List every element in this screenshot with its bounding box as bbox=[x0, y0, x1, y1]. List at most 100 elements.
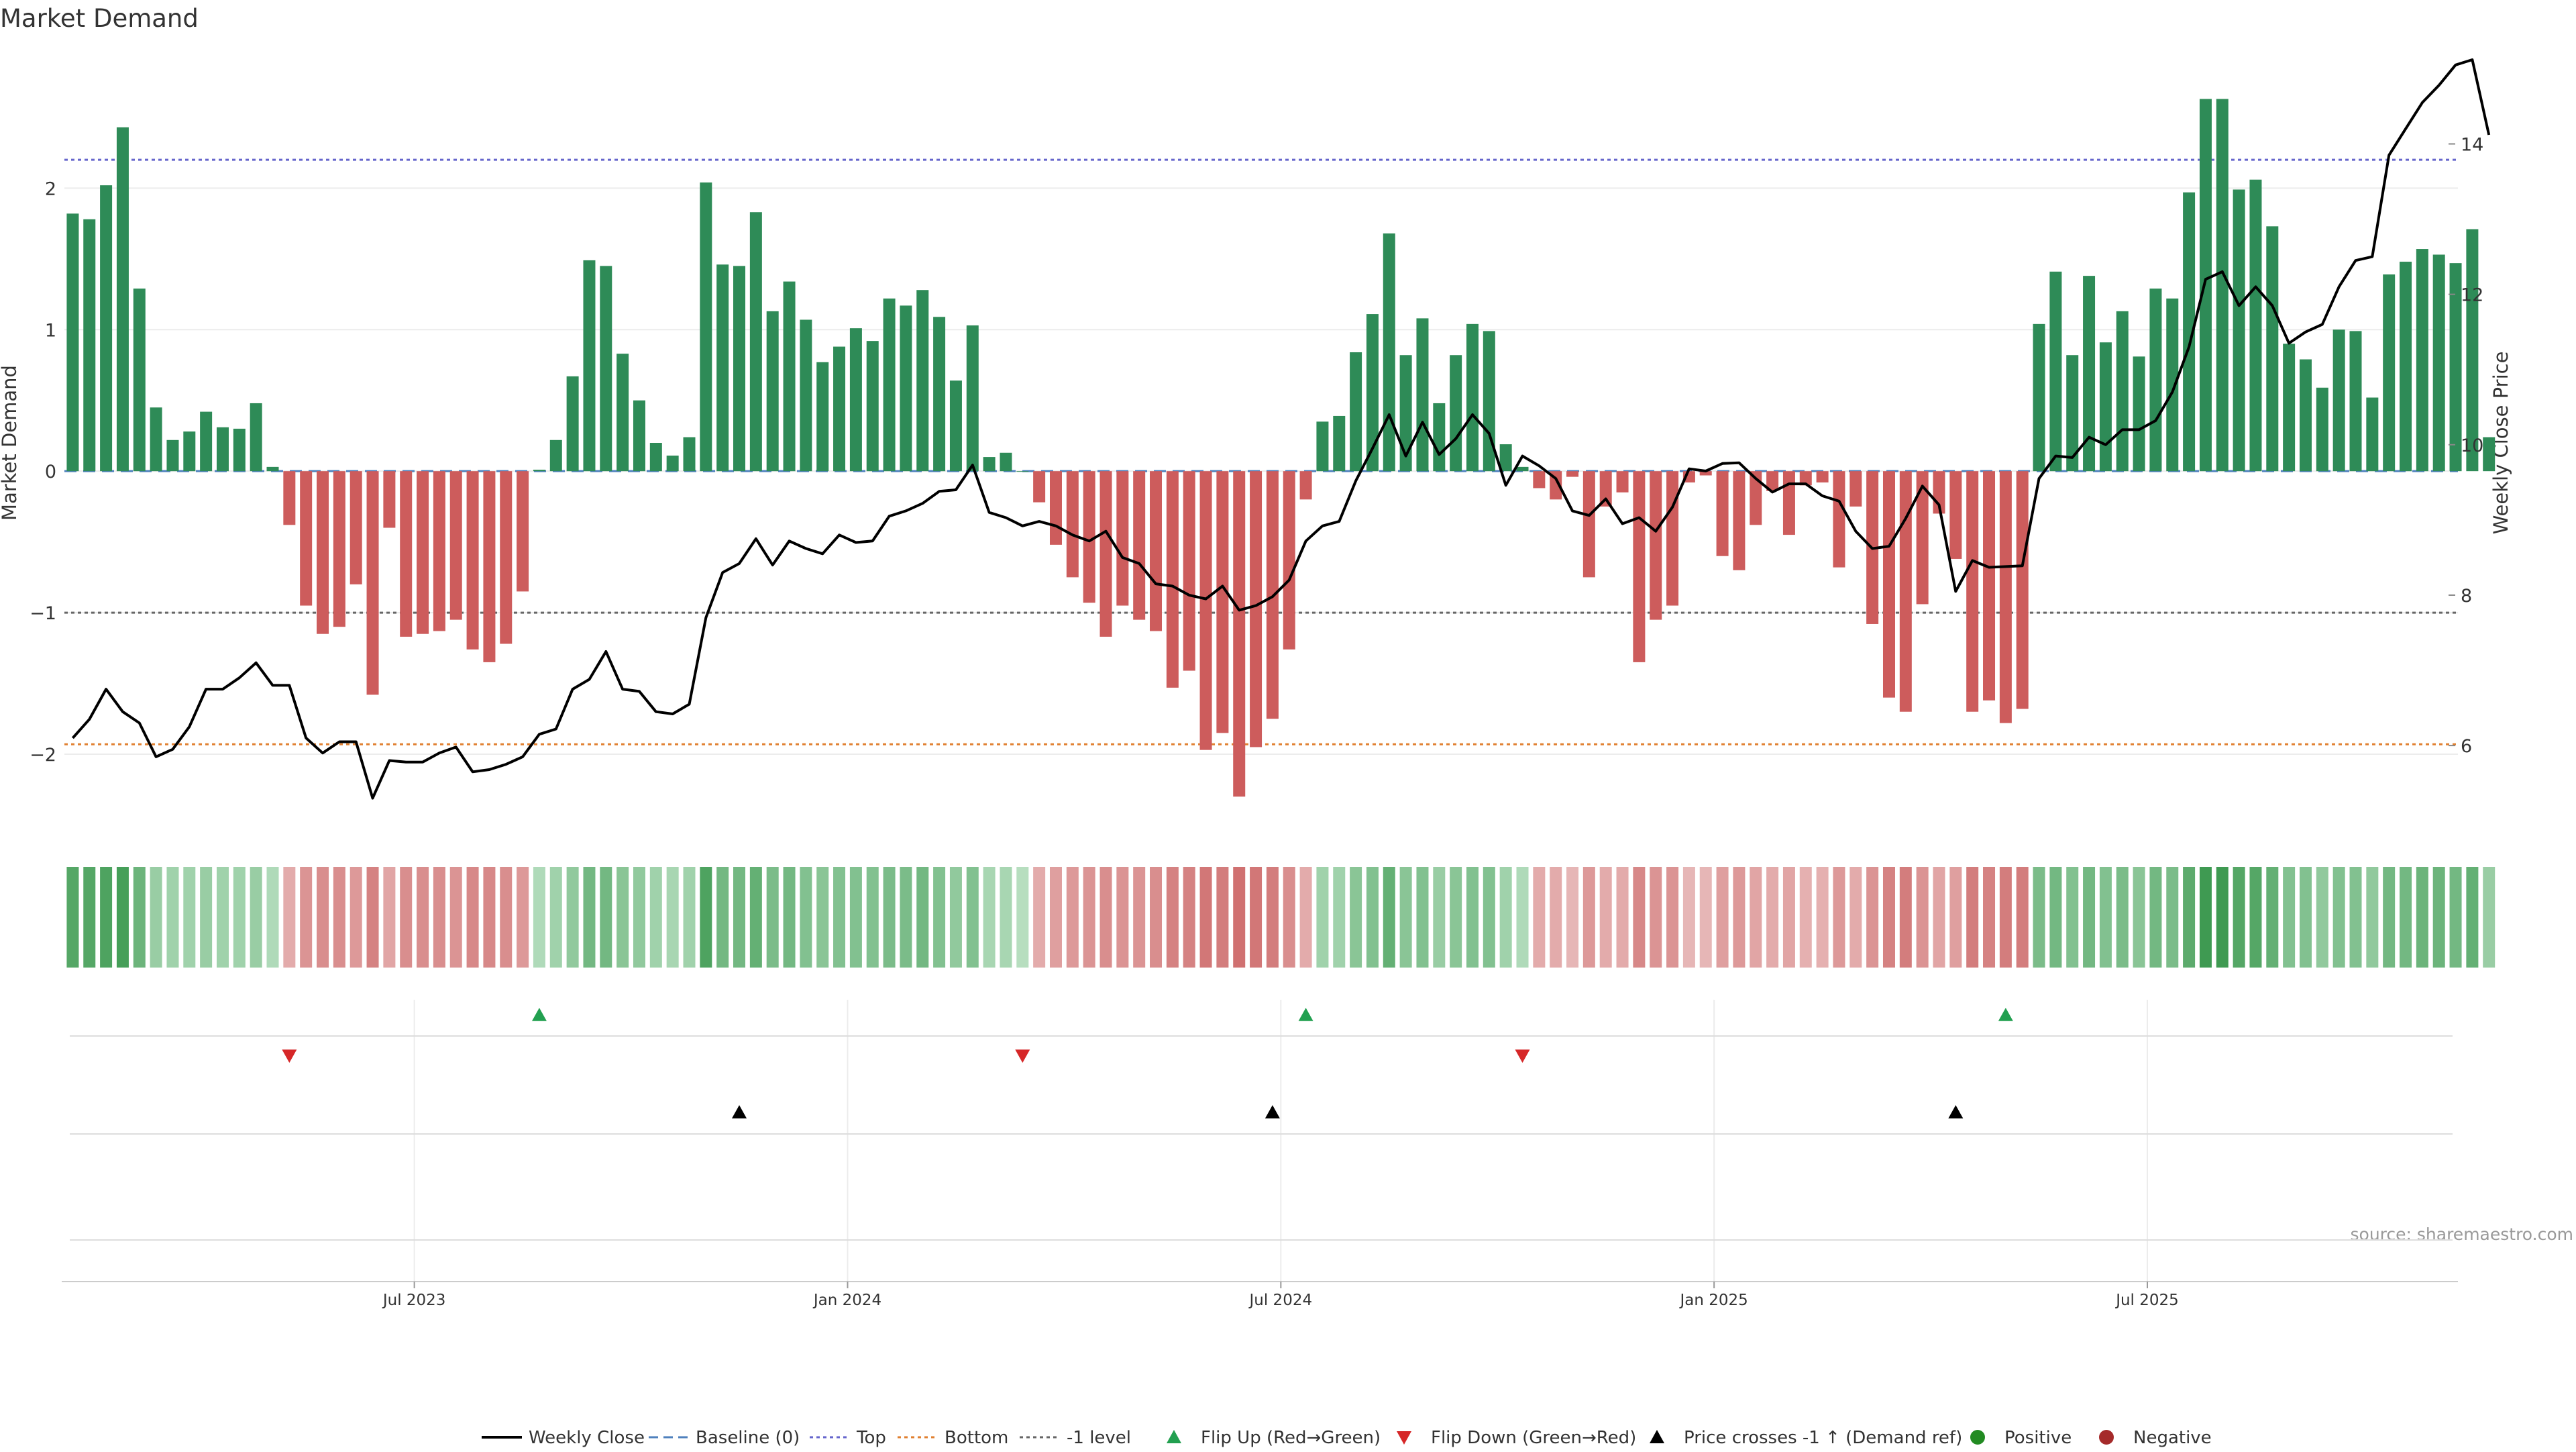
flip-up-marker bbox=[531, 1008, 547, 1021]
demand-bar bbox=[949, 380, 962, 472]
demand-bar bbox=[1466, 323, 1479, 472]
demand-heat-cell bbox=[2283, 867, 2296, 968]
demand-bar bbox=[566, 376, 579, 472]
demand-bar bbox=[383, 471, 396, 528]
demand-heat-cell bbox=[1849, 867, 1862, 968]
demand-heat-cell bbox=[183, 867, 196, 968]
demand-bar bbox=[2283, 344, 2296, 472]
demand-heat-cell bbox=[333, 867, 345, 968]
demand-heat-cell bbox=[1733, 867, 1746, 968]
demand-bar bbox=[1650, 471, 1662, 620]
demand-heat-cell bbox=[466, 867, 479, 968]
demand-heat-cell bbox=[1599, 867, 1612, 968]
legend-label: Positive bbox=[2004, 1428, 2072, 1448]
demand-heat-cell bbox=[1083, 867, 1095, 968]
demand-heat-cell bbox=[1216, 867, 1229, 968]
demand-bar bbox=[1499, 444, 1512, 472]
demand-heat-cell bbox=[1483, 867, 1495, 968]
y2-tick-label: 12 bbox=[2461, 285, 2483, 306]
demand-heat-cell bbox=[2266, 867, 2279, 968]
y-tick-label: 2 bbox=[45, 178, 56, 199]
demand-bar bbox=[1166, 471, 1179, 688]
demand-heat-cell bbox=[1350, 867, 1362, 968]
demand-heat-cell bbox=[366, 867, 379, 968]
x-tick-label: Jan 2024 bbox=[812, 1292, 881, 1309]
demand-bar bbox=[1766, 471, 1779, 491]
demand-bar bbox=[916, 290, 929, 472]
demand-bar bbox=[1816, 471, 1829, 483]
price-cross-marker bbox=[1265, 1105, 1280, 1119]
demand-heat-cell bbox=[200, 867, 213, 968]
demand-bar bbox=[1616, 471, 1629, 492]
demand-bar bbox=[2016, 471, 2029, 709]
demand-heat-cell bbox=[2432, 867, 2445, 968]
demand-heat-cell bbox=[100, 867, 113, 968]
demand-heat-cell bbox=[400, 867, 413, 968]
demand-heat-cell bbox=[1799, 867, 1812, 968]
legend-label: Bottom bbox=[945, 1428, 1008, 1448]
demand-bar bbox=[2249, 179, 2262, 472]
demand-heat-cell bbox=[549, 867, 562, 968]
demand-heat-cell bbox=[1399, 867, 1412, 968]
demand-bar bbox=[1150, 471, 1163, 631]
demand-heat-cell bbox=[1250, 867, 1263, 968]
demand-bar bbox=[1366, 314, 1379, 472]
demand-heat-cell bbox=[2249, 867, 2262, 968]
demand-heat-cell bbox=[2066, 867, 2079, 968]
demand-bar bbox=[616, 354, 629, 472]
price-cross-marker bbox=[732, 1105, 747, 1119]
demand-bar bbox=[533, 470, 545, 472]
legend-swatch-price-cross bbox=[1650, 1430, 1664, 1443]
demand-heat-cell bbox=[266, 867, 279, 968]
flip-down-marker bbox=[1015, 1049, 1030, 1063]
demand-bar bbox=[1133, 471, 1146, 620]
demand-heat-cell bbox=[2383, 867, 2396, 968]
demand-bar bbox=[1316, 421, 1329, 472]
demand-heat-cell bbox=[1450, 867, 1462, 968]
flip-down-marker bbox=[282, 1049, 297, 1063]
legend-label: Baseline (0) bbox=[696, 1428, 800, 1448]
demand-bar bbox=[800, 319, 812, 472]
demand-bar bbox=[1250, 471, 1263, 747]
demand-heat-cell bbox=[633, 867, 645, 968]
demand-heat-cell bbox=[1266, 867, 1279, 968]
demand-heat-cell bbox=[1516, 867, 1529, 968]
demand-bar bbox=[1699, 471, 1712, 476]
demand-heat-cell bbox=[716, 867, 729, 968]
demand-heat-cell bbox=[2233, 867, 2245, 968]
demand-heat-cell bbox=[66, 867, 79, 968]
demand-heat-cell bbox=[317, 867, 329, 968]
demand-bar bbox=[1450, 355, 1462, 472]
demand-bar bbox=[2483, 437, 2496, 472]
demand-bar bbox=[1882, 471, 1895, 698]
demand-bar bbox=[1183, 471, 1195, 671]
demand-heat-cell bbox=[2449, 867, 2462, 968]
demand-bar bbox=[600, 266, 612, 472]
demand-bar bbox=[1299, 471, 1312, 500]
demand-heat-cell bbox=[916, 867, 929, 968]
demand-bar bbox=[1550, 471, 1562, 500]
demand-bar bbox=[483, 471, 496, 662]
demand-heat-cell bbox=[1566, 867, 1579, 968]
legend-label: Flip Down (Green→Red) bbox=[1431, 1428, 1636, 1448]
demand-bar bbox=[1066, 471, 1079, 578]
demand-bar bbox=[2349, 331, 2362, 472]
demand-bar bbox=[983, 457, 996, 472]
demand-heat-cell bbox=[2116, 867, 2129, 968]
x-tick-label: Jul 2025 bbox=[2114, 1292, 2179, 1309]
demand-bar bbox=[1916, 471, 1929, 605]
demand-heat-cell bbox=[1299, 867, 1312, 968]
y-axis-label: Market Demand bbox=[0, 365, 21, 521]
demand-heat-cell bbox=[1949, 867, 1962, 968]
demand-heat-cell bbox=[583, 867, 596, 968]
demand-heat-cell bbox=[749, 867, 762, 968]
y2-tick-label: 10 bbox=[2461, 435, 2483, 456]
demand-bar bbox=[2383, 274, 2396, 472]
demand-heat-cell bbox=[1233, 867, 1246, 968]
demand-heat-cell bbox=[1766, 867, 1779, 968]
demand-bar bbox=[2400, 262, 2412, 472]
demand-bar bbox=[1949, 471, 1962, 559]
demand-bar bbox=[716, 264, 729, 472]
demand-heat-cell bbox=[1933, 867, 1945, 968]
demand-heat-cell bbox=[966, 867, 979, 968]
